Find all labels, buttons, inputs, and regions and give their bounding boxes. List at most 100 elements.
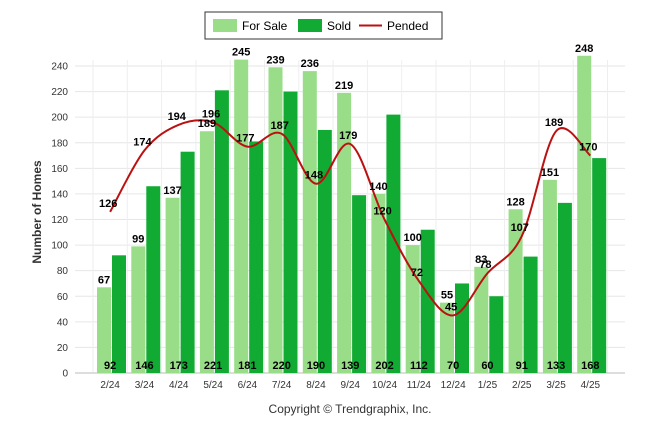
x-tick-label: 10/24 bbox=[372, 380, 397, 391]
x-tick-label: 2/25 bbox=[512, 380, 532, 391]
for-sale-bar bbox=[337, 92, 352, 374]
for-sale-value-label: 151 bbox=[541, 167, 559, 179]
sold-bar bbox=[386, 114, 401, 373]
for-sale-bar bbox=[199, 131, 214, 373]
for-sale-bar bbox=[302, 71, 317, 373]
for-sale-value-label: 239 bbox=[266, 54, 284, 66]
for-sale-bar bbox=[97, 287, 111, 373]
x-tick-label: 11/24 bbox=[407, 380, 432, 391]
sold-bar bbox=[112, 255, 126, 373]
legend-label-sold: Sold bbox=[327, 19, 351, 33]
y-axis-title: Number of Homes bbox=[30, 160, 44, 264]
y-tick-label: 100 bbox=[51, 241, 68, 252]
sold-value-label: 146 bbox=[135, 360, 153, 372]
pended-value-label: 196 bbox=[202, 108, 220, 120]
sold-bar bbox=[523, 256, 538, 373]
x-tick-label: 9/24 bbox=[341, 380, 361, 391]
x-tick-label: 4/24 bbox=[169, 380, 189, 391]
for-sale-value-label: 236 bbox=[301, 58, 319, 70]
for-sale-value-label: 137 bbox=[163, 185, 181, 197]
for-sale-value-label: 140 bbox=[369, 181, 387, 193]
y-tick-label: 220 bbox=[51, 87, 68, 98]
for-sale-value-label: 100 bbox=[404, 232, 422, 244]
x-tick-label: 3/24 bbox=[135, 380, 155, 391]
pended-value-label: 174 bbox=[133, 136, 152, 148]
y-tick-label: 80 bbox=[57, 266, 69, 277]
for-sale-bar bbox=[440, 302, 454, 373]
x-tick-label: 3/25 bbox=[546, 380, 566, 391]
sold-bar bbox=[592, 158, 607, 373]
pended-value-label: 107 bbox=[511, 222, 529, 234]
pended-value-label: 187 bbox=[270, 120, 288, 132]
y-tick-label: 40 bbox=[57, 317, 69, 328]
pended-value-label: 78 bbox=[479, 259, 491, 271]
for-sale-bar bbox=[542, 179, 557, 373]
legend-box bbox=[204, 11, 443, 40]
pended-line-layer bbox=[109, 119, 592, 317]
sold-value-label: 173 bbox=[170, 360, 188, 372]
pended-value-label: 126 bbox=[99, 198, 117, 210]
sold-bar bbox=[352, 195, 367, 373]
pended-value-label: 189 bbox=[545, 117, 563, 129]
sold-bar bbox=[214, 90, 229, 373]
for-sale-value-label: 245 bbox=[232, 47, 250, 59]
for-sale-bar bbox=[577, 55, 592, 374]
x-tick-label: 8/24 bbox=[306, 380, 326, 391]
for-sale-bar bbox=[234, 59, 249, 374]
pended-value-label: 177 bbox=[236, 133, 254, 145]
for-sale-value-label: 55 bbox=[441, 290, 453, 302]
y-tick-label: 120 bbox=[51, 215, 68, 226]
copyright-credit: Copyright © Trendgraphix, Inc. bbox=[269, 402, 432, 416]
sold-bar bbox=[249, 141, 264, 373]
x-tick-label: 12/24 bbox=[441, 380, 466, 391]
legend-swatch-for-sale bbox=[213, 19, 237, 32]
y-tick-label: 0 bbox=[62, 369, 68, 380]
legend-label-for-sale: For Sale bbox=[242, 19, 288, 33]
data-labels: 67 92 99 146 137 173 189 221 245 181 239 220 236 190 2… bbox=[98, 43, 600, 372]
sold-bar bbox=[557, 202, 572, 373]
sold-value-label: 220 bbox=[272, 360, 290, 372]
x-tick-label: 1/25 bbox=[478, 380, 498, 391]
x-tick-label: 4/25 bbox=[581, 380, 601, 391]
for-sale-value-label: 67 bbox=[98, 274, 110, 286]
sold-value-label: 181 bbox=[238, 360, 256, 372]
sold-value-label: 133 bbox=[547, 360, 565, 372]
sold-value-label: 91 bbox=[516, 360, 528, 372]
for-sale-value-label: 189 bbox=[198, 118, 216, 130]
sold-bar bbox=[489, 296, 504, 373]
legend: For Sale Sold Pended bbox=[204, 11, 443, 40]
sold-bar bbox=[146, 186, 161, 373]
x-tick-label: 6/24 bbox=[238, 380, 258, 391]
pended-line bbox=[109, 119, 592, 317]
sold-value-label: 168 bbox=[581, 360, 599, 372]
pended-value-label: 170 bbox=[579, 142, 597, 154]
for-sale-value-label: 219 bbox=[335, 80, 353, 92]
sold-bar bbox=[283, 91, 298, 373]
sold-value-label: 221 bbox=[204, 360, 222, 372]
for-sale-value-label: 248 bbox=[575, 43, 593, 55]
sold-bar bbox=[317, 129, 332, 373]
pended-value-label: 179 bbox=[339, 130, 357, 142]
for-sale-bar bbox=[165, 197, 180, 373]
pended-value-label: 72 bbox=[411, 267, 423, 279]
for-sale-value-label: 99 bbox=[132, 233, 144, 245]
y-tick-label: 60 bbox=[57, 292, 69, 303]
x-tick-label: 2/24 bbox=[100, 380, 120, 391]
sold-value-label: 112 bbox=[410, 360, 428, 372]
pended-value-label: 194 bbox=[168, 111, 187, 123]
sold-bar bbox=[180, 151, 195, 373]
y-tick-label: 180 bbox=[51, 138, 68, 149]
legend-swatch-sold bbox=[298, 19, 322, 32]
sold-value-label: 70 bbox=[447, 360, 459, 372]
pended-value-label: 148 bbox=[305, 170, 323, 182]
sold-value-label: 190 bbox=[307, 360, 325, 372]
x-tick-label: 7/24 bbox=[272, 380, 292, 391]
for-sale-bar bbox=[474, 266, 489, 373]
legend-label-pended: Pended bbox=[387, 19, 428, 33]
y-tick-label: 200 bbox=[51, 113, 68, 124]
y-tick-label: 20 bbox=[57, 343, 69, 354]
x-tick-label: 5/24 bbox=[203, 380, 223, 391]
for-sale-bar bbox=[131, 246, 146, 373]
